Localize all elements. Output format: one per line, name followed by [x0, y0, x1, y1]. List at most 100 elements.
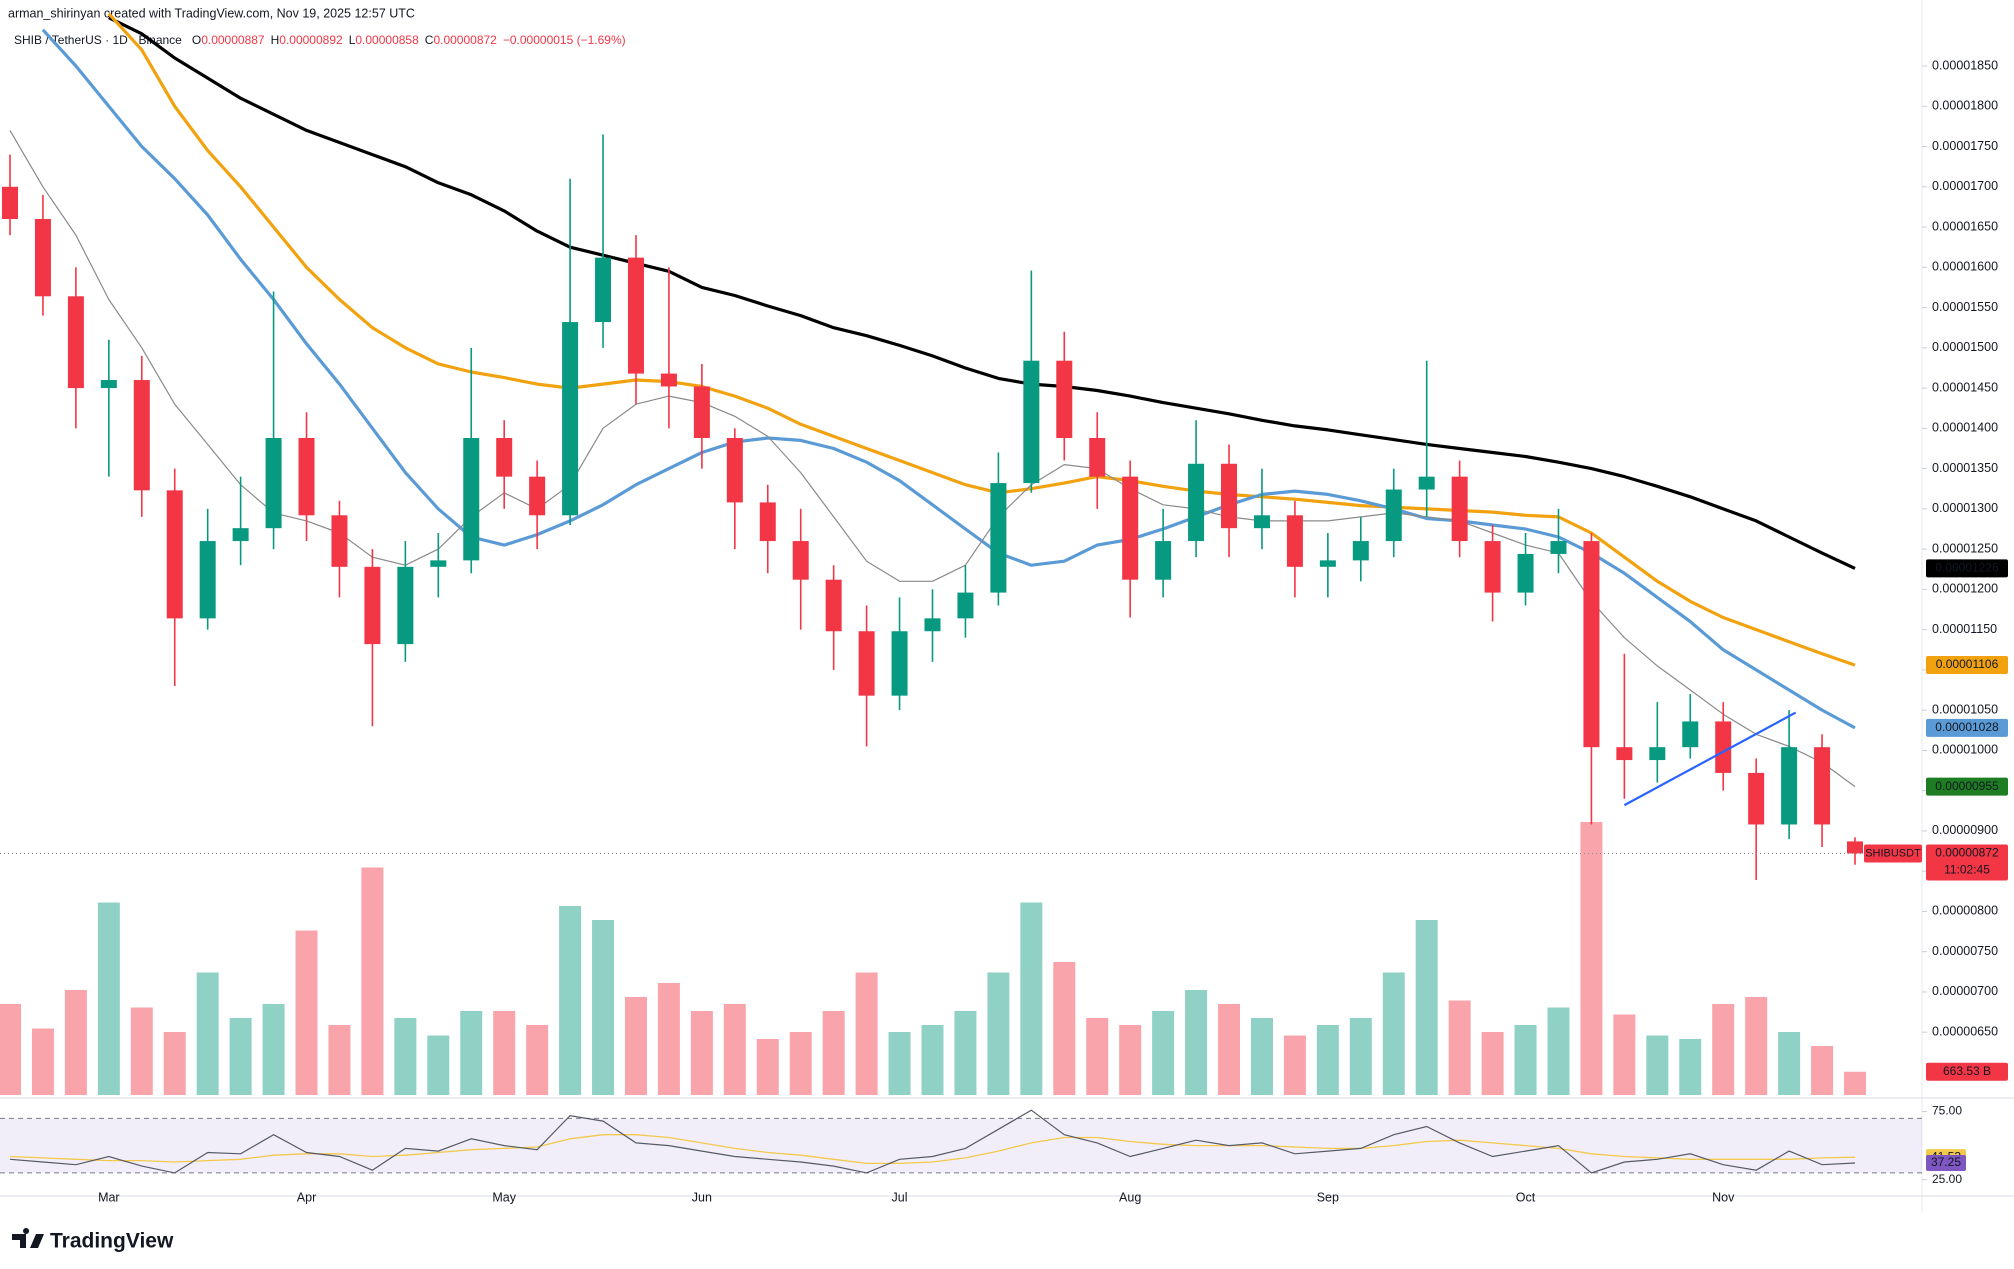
- candle-body: [496, 438, 513, 477]
- volume-bar: [1218, 1004, 1241, 1095]
- y-tick-label: 0.00000700: [1932, 984, 1998, 998]
- candle-body: [1748, 772, 1765, 825]
- candle-body: [1583, 541, 1600, 748]
- candle-body: [1682, 721, 1699, 748]
- volume-bar: [592, 920, 615, 1095]
- volume-bar: [1283, 1035, 1306, 1095]
- candle-body: [100, 380, 117, 389]
- candle-body: [1352, 541, 1369, 561]
- rsi-badge: 37.25: [1931, 1155, 1961, 1169]
- y-tick-label: 0.00001550: [1932, 300, 1998, 314]
- ma-badge: 0.00001226: [1935, 561, 1999, 575]
- volume-bar: [1316, 1025, 1339, 1095]
- x-tick-label: Jul: [892, 1190, 908, 1204]
- volume-bar: [526, 1025, 549, 1095]
- volume-bar: [229, 1018, 252, 1095]
- rsi-badge-bg: [1926, 1155, 1966, 1172]
- candle-body: [1517, 553, 1534, 593]
- moving-average: [107, 12, 1856, 667]
- volume-bar: [196, 972, 219, 1095]
- ma-badge-bg: [1926, 559, 2008, 578]
- candle-body: [792, 541, 809, 580]
- rsi-band: [0, 1118, 1922, 1173]
- volume-bar: [427, 1035, 450, 1095]
- rsi-pane: [0, 1109, 1922, 1174]
- ma-badge-bg: [1926, 777, 2008, 796]
- moving-average: [41, 28, 1856, 730]
- y-tick-label: 0.00000800: [1932, 904, 1998, 918]
- ohlc-key: H: [271, 33, 280, 47]
- volume-bar: [624, 997, 647, 1095]
- y-tick-label: 0.00001350: [1932, 461, 1998, 475]
- volume-bar: [1844, 1071, 1866, 1095]
- volume-bar: [295, 930, 318, 1095]
- volume-bar: [1514, 1025, 1537, 1095]
- volume-bar: [1185, 990, 1208, 1095]
- candle-body: [957, 592, 974, 619]
- volume-bar: [987, 972, 1010, 1095]
- y-tick-label: 0.00001750: [1932, 139, 1998, 153]
- x-tick-label: Nov: [1712, 1190, 1735, 1204]
- volume-bar: [1152, 1011, 1175, 1095]
- candle-body: [990, 483, 1007, 593]
- candle-body: [463, 438, 480, 561]
- y-tick-label: 0.00001650: [1932, 219, 1998, 233]
- brand-logo: TradingView: [12, 1228, 174, 1253]
- volume-bar: [130, 1007, 153, 1095]
- y-tick-label: 0.00001700: [1932, 179, 1998, 193]
- ma-badge: 0.00001106: [1936, 657, 1999, 671]
- candle-body: [726, 438, 743, 503]
- candle-body: [1253, 515, 1270, 529]
- volume-badge: 663.53 B: [1943, 1064, 1991, 1078]
- x-tick-label: Jun: [692, 1190, 712, 1204]
- volume-bar: [97, 902, 120, 1095]
- volume-bar: [690, 1011, 713, 1095]
- ma-badge-bg: [1926, 718, 2008, 737]
- x-tick-label: Oct: [1516, 1190, 1536, 1204]
- ma-badge: 0.00001028: [1935, 720, 1999, 734]
- candle-body: [1188, 463, 1205, 542]
- y-tick-label: 0.00001500: [1932, 340, 1998, 354]
- x-tick-label: May: [492, 1190, 516, 1204]
- change-value: −0.00000015 (−1.69%): [503, 33, 626, 47]
- ohlc-key: O: [192, 33, 201, 47]
- candle-body: [1056, 360, 1073, 438]
- brand-name: TradingView: [50, 1230, 174, 1253]
- candle-body: [858, 631, 875, 696]
- y-tick-label: 0.00001000: [1932, 743, 1998, 757]
- volume-bar: [888, 1032, 911, 1095]
- volume-bar: [163, 1032, 186, 1095]
- volume-bar: [1778, 1032, 1801, 1095]
- volume-bar: [1020, 902, 1043, 1095]
- trendline: [1623, 711, 1797, 807]
- candle-body: [2, 186, 18, 219]
- candle-body: [265, 438, 282, 529]
- y-tick-label: 0.00001050: [1932, 702, 1998, 716]
- volume-bar: [1712, 1004, 1735, 1095]
- volume-bar: [394, 1018, 417, 1095]
- candle-body: [34, 219, 51, 297]
- candle-body: [660, 373, 677, 387]
- candle-body: [133, 380, 150, 491]
- volume-bar: [1547, 1007, 1570, 1095]
- symbol-legend: SHIB / TetherUS · 1D · Binance O0.0000088…: [14, 33, 626, 47]
- candle-body: [1451, 476, 1468, 542]
- volume-bar: [493, 1011, 516, 1095]
- volume-bar: [723, 1004, 746, 1095]
- candle-body: [693, 386, 710, 438]
- symbol-tag: SHIBUSDT: [1865, 847, 1921, 859]
- volume-bar: [0, 1004, 21, 1095]
- price-pane: [0, 12, 1922, 1095]
- ma-badge-bg: [1926, 656, 2008, 675]
- candle-body: [67, 296, 84, 389]
- candle-body: [298, 438, 315, 516]
- y-tick-label: 0.00001300: [1932, 501, 1998, 515]
- candle-body: [1155, 541, 1172, 580]
- candle-body: [1847, 841, 1863, 854]
- candle-body: [1781, 747, 1798, 825]
- ohlc-value: 0.00000858: [355, 33, 419, 47]
- volume-bar: [1382, 972, 1405, 1095]
